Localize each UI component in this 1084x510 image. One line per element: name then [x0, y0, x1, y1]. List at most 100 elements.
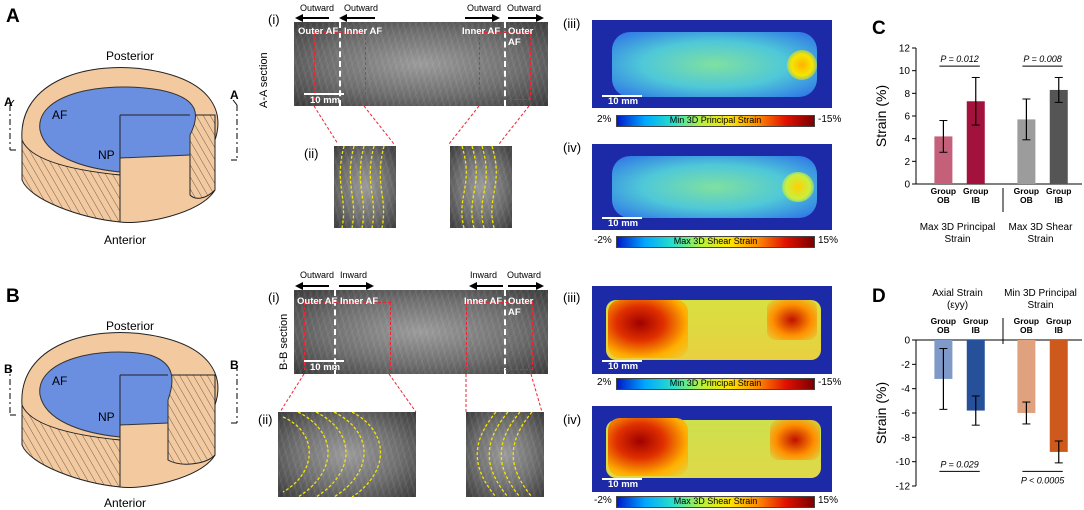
y-tick-label: -2: [901, 360, 910, 371]
heatmap-b-iv: 10 mm: [592, 406, 832, 492]
label-b-i: (i): [268, 290, 280, 305]
section-label-b: B-B section: [278, 313, 290, 370]
scale-label-b-iii: 10 mm: [608, 361, 639, 372]
panel-letter-d: D: [872, 286, 886, 307]
colorbar-a-2-left: -2%: [594, 235, 612, 246]
label-b-iv: (iv): [563, 412, 582, 427]
bar: [1049, 89, 1068, 184]
group-title: Min 3D Principal: [1004, 288, 1077, 299]
af-label-b: AF: [52, 374, 68, 388]
outer-af-a-left: Outer AF: [298, 26, 339, 37]
scale-label-b-iv: 10 mm: [608, 479, 639, 490]
colorbar-a-1: Min 3D Principal Strain: [616, 115, 815, 127]
group-title: Max 3D Shear: [1009, 222, 1074, 233]
inner-af-a-left: Inner AF: [344, 26, 383, 37]
bar: [1049, 340, 1068, 452]
zoom-image-a-right: [450, 146, 512, 228]
heatmap-a-iv: 10 mm: [592, 144, 832, 230]
y-tick-label: -10: [896, 457, 911, 468]
section-image-a: Outer AF Inner AF Inner AF Outer AF 10 m…: [294, 22, 548, 106]
category-label: Group: [963, 316, 989, 326]
zoom-lines-b: [279, 374, 543, 413]
colorbar-b-2: Max 3D Shear Strain: [616, 496, 815, 508]
bar: [1017, 119, 1036, 184]
group-title: Max 3D Principal: [920, 222, 996, 233]
colorbar-b-1: Min 3D Principal Strain: [616, 378, 815, 390]
outer-af-a-right: Outer AF: [508, 26, 534, 48]
section-mark-a-left: A: [4, 95, 13, 109]
posterior-label-a: Posterior: [106, 49, 155, 63]
p-value-label: P = 0.029: [940, 459, 978, 469]
arrow-label-a-1: Outward: [300, 3, 335, 13]
p-value-label: P = 0.012: [940, 54, 978, 64]
label-a-iv: (iv): [563, 140, 582, 155]
arrows-a: [295, 14, 544, 22]
zoom-image-b-left: [278, 412, 416, 497]
category-label: IB: [972, 325, 981, 335]
bar: [934, 136, 953, 184]
posterior-label-b: Posterior: [106, 319, 155, 333]
colorbar-a-2: Max 3D Shear Strain: [616, 236, 815, 248]
arrow-label-b-1: Outward: [300, 270, 335, 280]
category-label: Group: [931, 186, 957, 196]
arrow-label-a-2: Outward: [344, 3, 379, 13]
category-label: IB: [1055, 325, 1064, 335]
label-a-i: (i): [268, 12, 280, 27]
scale-label-a-iii: 10 mm: [608, 96, 639, 107]
scale-label-a-iv: 10 mm: [608, 218, 639, 229]
bar: [966, 340, 985, 411]
label-b-ii: (ii): [258, 412, 273, 427]
category-label: OB: [1020, 325, 1033, 335]
y-tick-label: -8: [901, 433, 910, 444]
y-tick-label: 2: [904, 157, 910, 168]
inner-af-b-right: Inner AF: [464, 296, 503, 307]
inner-af-a-right: Inner AF: [462, 26, 501, 37]
category-label: Group: [931, 316, 957, 326]
np-label-b: NP: [98, 410, 115, 424]
section-label-a: A-A section: [258, 52, 270, 108]
bar: [1017, 340, 1036, 413]
panel-letter-a: A: [6, 6, 20, 27]
y-tick-label: 12: [899, 44, 911, 55]
section-mark-b-right: B: [230, 358, 239, 372]
y-tick-label: -6: [901, 409, 910, 420]
inner-af-b-left: Inner AF: [340, 296, 379, 307]
colorbar-a-2-right: 15%: [818, 235, 839, 246]
disc-diagram-b: [9, 332, 238, 488]
anterior-label-a: Anterior: [104, 233, 147, 247]
arrow-label-a-3: Outward: [467, 3, 502, 13]
colorbar-b-1-left: 2%: [597, 377, 612, 388]
zoom-image-a-left: [334, 146, 396, 228]
anterior-label-b: Anterior: [104, 496, 147, 510]
label-a-ii: (ii): [304, 146, 319, 161]
section-mark-b-left: B: [4, 362, 13, 376]
p-value-label: P < 0.0005: [1021, 475, 1065, 485]
panel-letter-b: B: [6, 286, 20, 307]
label-a-iii: (iii): [563, 16, 581, 31]
colorbar-b-2-title: Max 3D Shear Strain: [673, 496, 758, 506]
panel-letter-c: C: [872, 18, 886, 39]
colorbar-a-1-left: 2%: [597, 114, 612, 125]
y-tick-label: -12: [896, 482, 911, 493]
y-tick-label: 0: [904, 180, 910, 191]
y-tick-label: -4: [901, 384, 910, 395]
zoom-image-b-right: [466, 412, 544, 497]
colorbar-b-1-right: -15%: [818, 377, 842, 388]
bar: [966, 101, 985, 184]
colorbar-b-2-left: -2%: [594, 495, 612, 506]
y-tick-label: 8: [904, 89, 910, 100]
y-tick-label: 10: [899, 66, 911, 77]
p-value-label: P = 0.008: [1023, 54, 1061, 64]
section-image-b: Outer AF Inner AF Inner AF Outer AF 10 m…: [294, 290, 548, 374]
colorbar-a-2-title: Max 3D Shear Strain: [673, 236, 758, 246]
colorbar-a-1-right: -15%: [818, 114, 842, 125]
heatmap-b-iii: 10 mm: [592, 286, 832, 374]
category-label: OB: [937, 325, 950, 335]
colorbar-b-2-right: 15%: [818, 495, 839, 506]
arrow-label-a-4: Outward: [507, 3, 542, 13]
group-title: Strain: [1027, 234, 1053, 245]
y-tick-label: 6: [904, 112, 910, 123]
category-label: OB: [1020, 195, 1033, 205]
